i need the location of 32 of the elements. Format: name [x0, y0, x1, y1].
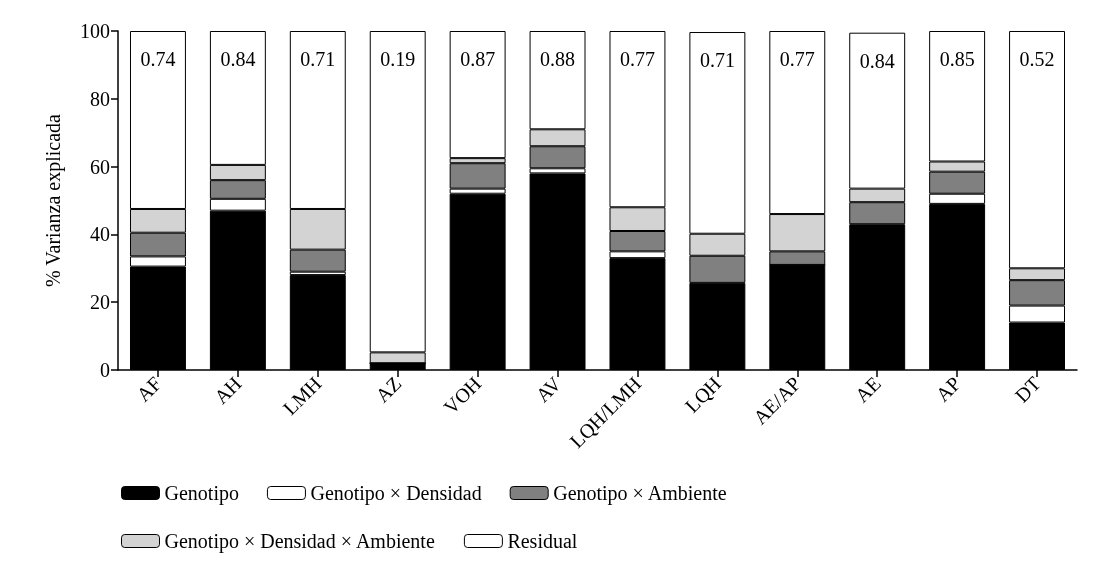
x-tick-label: AF [132, 372, 166, 406]
legend-label: Genotipo × Densidad × Ambiente [164, 530, 435, 553]
y-tick-label: 100 [80, 20, 110, 42]
annotation: 0.71 [300, 48, 336, 70]
y-tick-label: 20 [90, 291, 110, 314]
legend-label: Genotipo × Densidad [310, 482, 482, 505]
annotation: 0.71 [699, 49, 735, 72]
x-tick-label: AE [850, 372, 885, 407]
annotation: 0.19 [380, 48, 416, 70]
x-tick-label: AV [531, 371, 566, 407]
legend-label: Genotipo [164, 482, 239, 505]
y-axis-title: % Varianza explicada [42, 113, 65, 287]
bar [449, 31, 506, 159]
annotation: 0.87 [460, 48, 496, 70]
annotation: 0.85 [939, 48, 975, 70]
annotation: 0.77 [619, 48, 655, 70]
x-tick-label: DT [1010, 372, 1045, 407]
annotation: 0.52 [1019, 48, 1055, 70]
x-tick-label: AH [209, 372, 246, 409]
annotation: 0.77 [779, 48, 815, 70]
annotation: 0.84 [220, 48, 256, 70]
annotation: 0.84 [859, 49, 895, 72]
x-tick-label: AP [931, 372, 965, 406]
annotation: 0.74 [140, 48, 176, 70]
y-tick-label: 40 [90, 223, 110, 246]
y-tick-label: 0 [100, 359, 110, 381]
legend-label: Genotipo × Ambiente [553, 482, 727, 505]
legend-label: Residual [507, 530, 578, 552]
y-tick-label: 60 [90, 155, 110, 178]
y-tick-label: 80 [90, 87, 110, 110]
x-tick-label: AZ [371, 372, 406, 407]
annotation: 0.88 [540, 48, 576, 70]
